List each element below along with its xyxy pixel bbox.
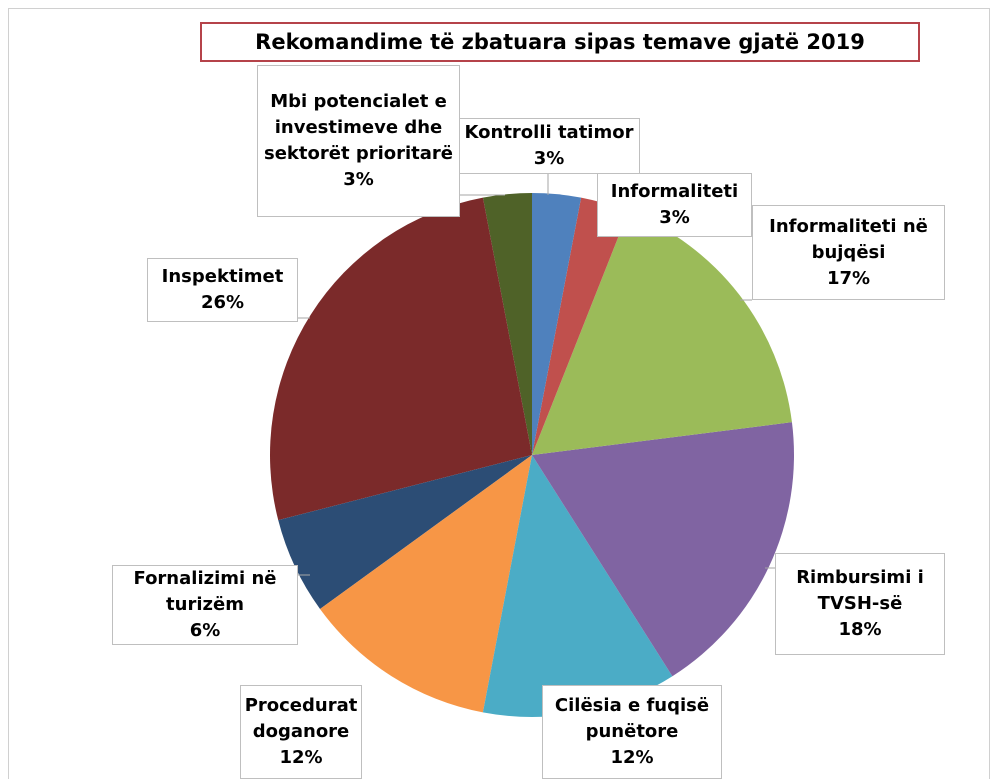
data-label: Mbi potencialet e investimeve dhe sektor… xyxy=(257,65,460,217)
data-label: Informaliteti në bujqësi 17% xyxy=(752,205,945,300)
pie-slice xyxy=(532,211,792,455)
label-value: 17% xyxy=(826,267,871,289)
label-category: Informaliteti në bujqësi xyxy=(769,215,928,263)
label-value: 3% xyxy=(533,148,565,169)
label-value: 3% xyxy=(343,169,374,190)
data-label: Cilësia e fuqisë punëtore 12% xyxy=(542,685,722,779)
data-label: Procedurat doganore 12% xyxy=(240,685,362,779)
pie-slice xyxy=(532,422,795,677)
label-value: 12% xyxy=(610,747,654,768)
label-value: 26% xyxy=(200,292,245,313)
pie-slice xyxy=(269,197,532,521)
pie-slice xyxy=(278,455,532,609)
chart-title: Rekomandime të zbatuara sipas temave gja… xyxy=(200,22,920,62)
label-category: Inspektimet xyxy=(161,266,284,287)
label-category: Rimbursimi i TVSH-së xyxy=(796,567,924,614)
label-category: Fornalizimi në turizëm xyxy=(133,568,277,615)
label-category: Kontrolli tatimor xyxy=(464,122,634,143)
label-value: 18% xyxy=(838,619,882,640)
data-label: Fornalizimi në turizëm 6% xyxy=(112,565,298,645)
pie-slice xyxy=(482,193,532,455)
label-category: Procedurat doganore xyxy=(244,695,358,742)
label-value: 3% xyxy=(659,207,690,228)
data-label: Rimbursimi i TVSH-së 18% xyxy=(775,553,945,655)
label-category: Mbi potencialet e investimeve dhe sektor… xyxy=(264,91,453,164)
data-label: Inspektimet 26% xyxy=(147,258,298,322)
pie-slice xyxy=(320,455,532,713)
chart-frame xyxy=(8,8,990,779)
label-category: Cilësia e fuqisë punëtore xyxy=(554,695,710,742)
label-value: 12% xyxy=(279,747,323,768)
leader-lines xyxy=(298,173,775,576)
data-label: Informaliteti 3% xyxy=(597,173,752,237)
label-value: 6% xyxy=(189,620,221,641)
data-label: Kontrolli tatimor 3% xyxy=(458,118,640,174)
pie-slice xyxy=(532,193,582,455)
label-category: Informaliteti xyxy=(610,181,739,202)
pie-slice xyxy=(482,455,673,717)
pie-slice xyxy=(532,197,629,455)
